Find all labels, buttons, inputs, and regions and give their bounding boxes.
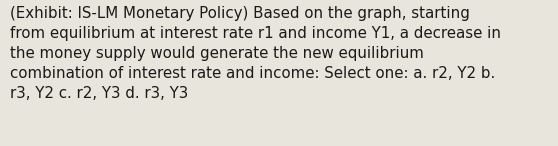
Text: (Exhibit: IS-LM Monetary Policy) Based on the graph, starting
from equilibrium a: (Exhibit: IS-LM Monetary Policy) Based o… bbox=[10, 6, 501, 101]
